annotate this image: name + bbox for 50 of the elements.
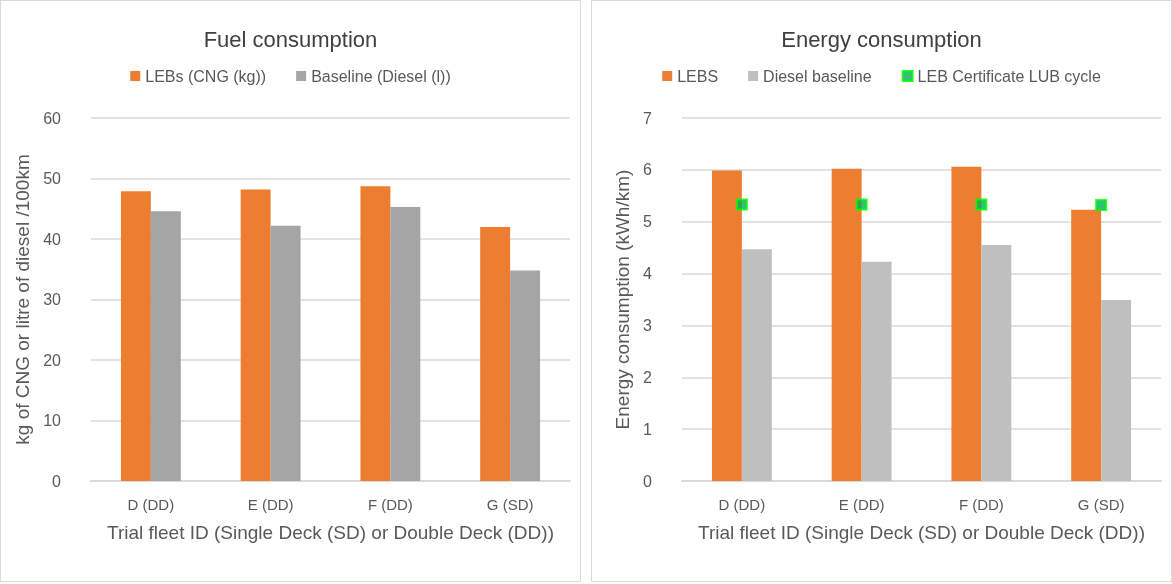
y-tick-label: 60 <box>43 109 62 127</box>
y-tick-label: 2 <box>643 368 653 386</box>
y-axis-title: Energy consumption (kWh/km) <box>612 169 633 430</box>
y-tick-label: 1 <box>643 420 653 438</box>
bar <box>981 245 1012 481</box>
legend-label: LEBS <box>677 67 719 85</box>
bar <box>390 206 421 481</box>
x-axis-title: Trial fleet ID (Single Deck (SD) or Double Deck (DD)) <box>698 522 1145 544</box>
bar <box>831 168 862 481</box>
bar <box>1101 300 1132 481</box>
bar <box>861 261 892 481</box>
y-tick-label: 50 <box>43 170 62 187</box>
bar <box>240 189 271 481</box>
x-tick-label: G (SD) <box>486 496 534 513</box>
y-tick-label: 0 <box>643 472 653 490</box>
chart-title: Fuel consumption <box>203 26 378 52</box>
x-axis-title: Trial fleet ID (Single Deck (SD) or Double Deck (DD)) <box>107 522 554 544</box>
x-tick-label: D (DD) <box>718 496 766 513</box>
legend-label: Baseline (Diesel (l)) <box>311 67 451 85</box>
x-tick-label: F (DD) <box>958 496 1004 513</box>
chart-title: Energy consumption <box>781 26 982 52</box>
x-tick-label: G (SD) <box>1077 496 1125 513</box>
legend-label: LEB Certificate LUB cycle <box>917 67 1101 85</box>
y-tick-label: 20 <box>43 351 62 369</box>
y-tick-label: 10 <box>43 412 62 429</box>
bar <box>150 211 181 481</box>
bar <box>741 249 772 481</box>
y-tick-label: 4 <box>643 265 653 283</box>
bar <box>480 226 511 481</box>
y-tick-label: 6 <box>643 161 653 179</box>
y-tick-label: 3 <box>643 316 653 334</box>
x-tick-label: E (DD) <box>838 496 885 513</box>
legend-label: LEBs (CNG (kg)) <box>145 67 267 85</box>
bar <box>510 270 541 481</box>
x-tick-label: F (DD) <box>367 496 413 513</box>
bar <box>1071 209 1102 481</box>
y-axis-title: kg of CNG or litre of diesel /100km <box>12 154 34 445</box>
y-tick-label: 40 <box>43 230 62 248</box>
x-tick-label: E (DD) <box>247 496 294 513</box>
bar <box>270 225 301 481</box>
bar <box>951 166 982 481</box>
y-tick-label: 0 <box>52 472 62 490</box>
bar <box>360 186 391 481</box>
y-tick-label: 7 <box>643 109 653 127</box>
bar <box>120 191 151 481</box>
bar <box>711 170 742 481</box>
legend-label: Diesel baseline <box>763 67 872 85</box>
x-tick-label: D (DD) <box>127 496 175 513</box>
y-tick-label: 5 <box>643 213 653 231</box>
y-tick-label: 30 <box>43 291 62 308</box>
